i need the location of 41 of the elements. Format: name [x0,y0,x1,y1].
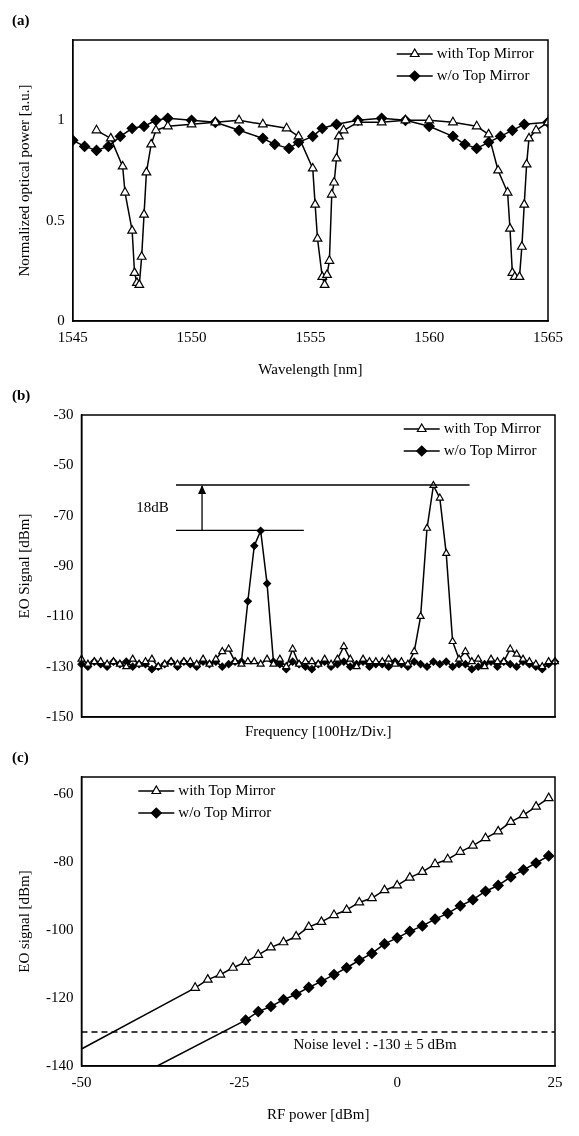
x-tick-label: 1550 [176,328,207,345]
legend-label: with Top Mirror [178,781,276,798]
chart-title: (a) [12,11,30,29]
y-tick-label: -150 [46,707,74,724]
x-tick-label: 1545 [57,328,88,345]
y-tick-label: -50 [53,456,74,473]
x-axis-title: RF power [dBm] [267,1105,370,1122]
ref-line-label: Noise level : -130 ± 5 dBm [293,1036,457,1053]
legend-label: with Top Mirror [436,44,534,61]
y-tick-label: -120 [46,988,74,1005]
x-tick-label: 1565 [533,328,563,345]
y-axis-title: EO signal [dBm] [15,870,32,973]
x-axis-title: Frequency [100Hz/Div.] [245,722,392,739]
x-tick-label: -25 [229,1073,250,1090]
chart-title: (c) [12,748,29,766]
x-tick-label: 1555 [295,328,326,345]
y-tick-label: -30 [53,405,74,422]
x-tick-label: -50 [71,1073,92,1090]
legend-label: with Top Mirror [443,419,541,436]
legend-label: w/o Top Mirror [178,803,272,820]
y-tick-label: -110 [46,607,74,624]
chart-title: (b) [12,386,31,404]
x-tick-label: 0 [393,1073,401,1090]
y-tick-label: -80 [53,852,74,869]
y-tick-label: -90 [53,556,74,573]
y-tick-label: -140 [46,1056,74,1073]
y-tick-label: 1 [57,111,65,128]
x-tick-label: 25 [547,1073,563,1090]
x-axis-title: Wavelength [nm] [258,360,363,377]
y-tick-label: 0.5 [46,211,65,228]
x-tick-label: 1560 [414,328,445,345]
y-tick-label: -60 [53,784,74,801]
legend-label: w/o Top Mirror [443,441,537,458]
annotation: 18dB [136,499,169,516]
y-tick-label: -130 [46,657,74,674]
legend-label: w/o Top Mirror [436,66,530,83]
y-axis-title: Normalized optical power [a.u.] [15,84,32,277]
y-tick-label: -100 [46,920,74,937]
y-tick-label: 0 [57,311,65,328]
y-axis-title: EO Signal [dBm] [15,513,32,619]
y-tick-label: -70 [53,506,74,523]
